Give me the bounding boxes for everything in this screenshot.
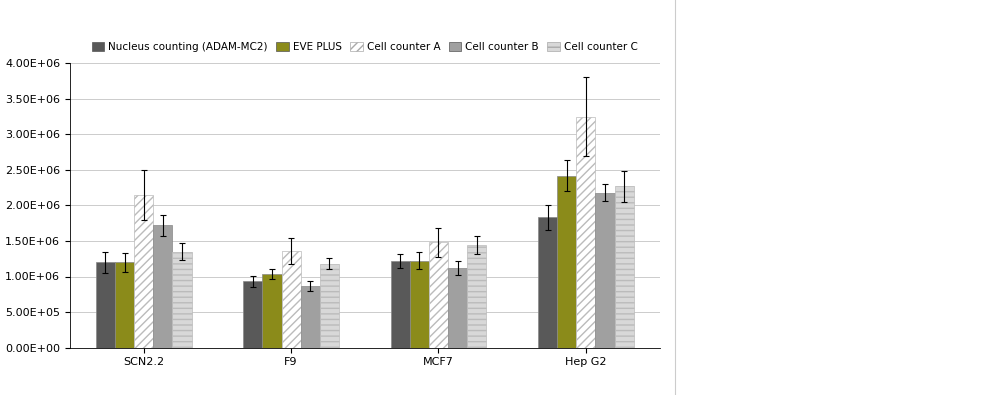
Bar: [134, 195, 153, 348]
Bar: [301, 286, 320, 348]
Bar: [467, 245, 486, 348]
Bar: [96, 262, 115, 348]
Bar: [282, 251, 301, 348]
Bar: [595, 193, 615, 348]
Bar: [576, 117, 595, 348]
Bar: [243, 282, 262, 348]
Bar: [262, 274, 282, 348]
Bar: [172, 252, 192, 348]
Bar: [538, 218, 557, 348]
Legend: Nucleus counting (ADAM-MC2), EVE PLUS, Cell counter A, Cell counter B, Cell coun: Nucleus counting (ADAM-MC2), EVE PLUS, C…: [92, 42, 638, 52]
Bar: [429, 243, 448, 348]
Bar: [115, 262, 134, 348]
Bar: [391, 261, 410, 348]
Bar: [557, 175, 576, 348]
Bar: [615, 186, 634, 348]
Bar: [320, 264, 339, 348]
Bar: [410, 261, 429, 348]
Bar: [153, 225, 172, 348]
Bar: [448, 268, 467, 348]
